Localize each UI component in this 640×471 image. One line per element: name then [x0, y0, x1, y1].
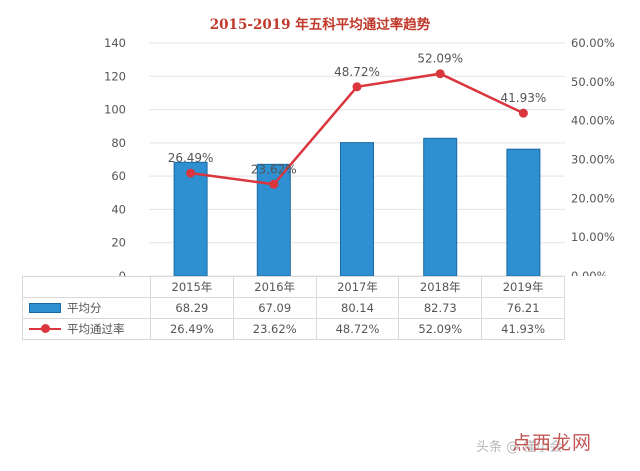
right-tick-label: 60.00%: [571, 36, 615, 50]
legend-label: 平均通过率: [67, 322, 125, 336]
category-label: 2016年: [232, 276, 317, 298]
left-tick-label: 60: [111, 169, 126, 183]
line-point: [269, 179, 279, 189]
bar-value-cell: 76.21: [481, 297, 565, 319]
category-label: 2015年: [150, 276, 234, 298]
left-tick-label: 100: [104, 103, 126, 117]
line-data-label: 26.49%: [168, 151, 214, 165]
bar-legend-swatch: [29, 303, 61, 313]
legend-entry-bar: 平均分: [22, 297, 151, 319]
left-tick-label: 80: [111, 136, 126, 150]
left-tick-label: 120: [104, 69, 126, 83]
line-data-labels: 26.49% 23.62% 48.72% 52.09% 41.93%: [168, 52, 547, 177]
right-tick-label: 40.00%: [571, 114, 615, 128]
combo-chart: 0 20 40 60 80 100 120 140 0.00% 10.00% 20.00% 30.0…: [104, 36, 615, 276]
category-label: 2019年: [481, 276, 565, 298]
line-point: [186, 168, 196, 178]
line-point: [518, 108, 528, 118]
right-axis-ticks: 0.00% 10.00% 20.00% 30.00% 40.00% 50.00% 60.00…: [571, 36, 615, 276]
bar: [173, 161, 208, 276]
legend-label: 平均分: [67, 301, 102, 315]
line-data-label: 41.93%: [501, 91, 547, 105]
right-tick-label: 20.00%: [571, 191, 615, 205]
right-tick-label: 10.00%: [571, 230, 615, 244]
line-legend-swatch: [29, 324, 61, 334]
line-value-cell: 26.49%: [150, 318, 234, 340]
category-label: 2017年: [315, 276, 400, 298]
line-data-label: 23.62%: [251, 162, 297, 176]
table-row-line-series: 平均通过率 26.49% 23.62% 48.72% 52.09% 41.93%: [22, 318, 565, 340]
left-axis-ticks: 0 20 40 60 80 100 120 140: [104, 36, 126, 276]
bar: [423, 137, 458, 276]
left-tick-label: 20: [111, 236, 126, 250]
bar-value-cell: 68.29: [150, 297, 234, 319]
bar-series: [173, 137, 541, 276]
table-row-bar-series: 平均分 68.29 67.09 80.14 82.73 76.21: [22, 297, 565, 319]
watermark-mark: 头条 @ 懂小会: [476, 440, 563, 455]
line-value-cell: 23.62%: [232, 318, 317, 340]
line-point: [435, 69, 445, 79]
chart-title: 2015-2019 年五科平均通过率趋势: [209, 17, 431, 33]
left-tick-label: 40: [111, 202, 126, 216]
line-value-cell: 41.93%: [481, 318, 565, 340]
left-tick-label: 0: [119, 269, 126, 276]
right-tick-label: 30.00%: [571, 153, 615, 167]
bar: [340, 142, 374, 276]
bar-value-cell: 80.14: [315, 297, 400, 319]
table-corner: [22, 276, 151, 298]
bar-value-cell: 67.09: [232, 297, 317, 319]
watermark-logo: 点西龙网: [512, 432, 593, 454]
line-point: [352, 82, 362, 92]
bar-value-cell: 82.73: [398, 297, 483, 319]
legend-entry-line: 平均通过率: [22, 318, 151, 340]
line-value-cell: 48.72%: [315, 318, 400, 340]
data-table: 2015年 2016年 2017年 2018年 2019年 平均分 68.29 …: [22, 276, 565, 340]
bar: [506, 148, 541, 276]
table-row-categories: 2015年 2016年 2017年 2018年 2019年: [22, 276, 565, 298]
right-tick-label: 0.00%: [571, 269, 608, 276]
line-data-label: 48.72%: [334, 65, 380, 79]
right-tick-label: 50.00%: [571, 75, 615, 89]
line-value-cell: 52.09%: [398, 318, 483, 340]
line-data-label: 52.09%: [417, 52, 463, 66]
category-label: 2018年: [398, 276, 483, 298]
left-tick-label: 140: [104, 36, 126, 50]
line-series: [186, 69, 528, 189]
